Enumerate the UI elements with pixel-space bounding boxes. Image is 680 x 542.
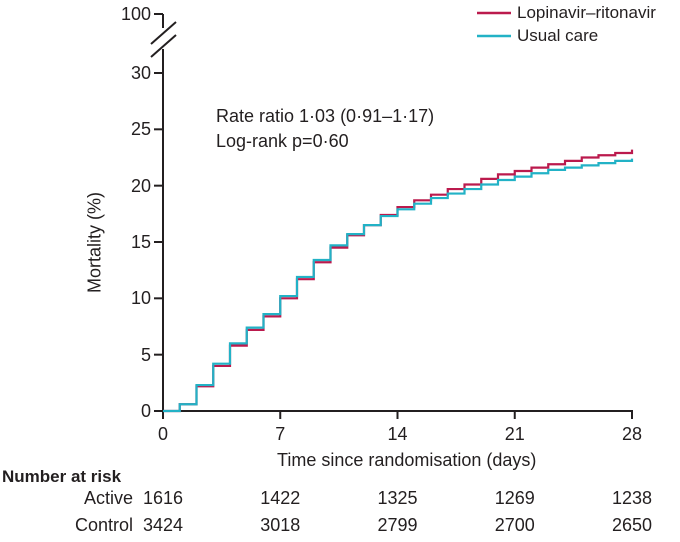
y-tick-label: 25 [130, 119, 151, 140]
risk-value-control: 2700 [494, 515, 535, 535]
y-tick-label: 15 [130, 231, 151, 252]
x-tick-label: 14 [387, 424, 408, 444]
risk-value-control: 2650 [611, 515, 653, 535]
risk-value-active: 1616 [142, 488, 184, 508]
rate-ratio-annotation: Rate ratio 1·03 (0·91–1·17) [216, 106, 435, 126]
legend-line-lopinavir [477, 11, 511, 15]
log-rank-annotation: Log-rank p=0·60 [216, 131, 349, 151]
risk-value-active: 1269 [494, 488, 535, 508]
number-at-risk-title: Number at risk [2, 467, 122, 486]
axis-break-slash [150, 34, 177, 58]
risk-value-control: 3424 [142, 515, 184, 535]
risk-row-label-active: Active [83, 488, 133, 508]
y-axis-title: Mortality (%) [84, 192, 105, 294]
x-axis-title: Time since randomisation (days) [277, 450, 537, 470]
risk-value-active: 1422 [260, 488, 301, 508]
y-axis-break-top-label: 100 [120, 4, 151, 24]
risk-value-active: 1325 [377, 488, 418, 508]
legend-line-usual-care [477, 34, 511, 38]
x-tick-label: 28 [621, 424, 643, 444]
y-tick-label: 5 [140, 344, 151, 365]
legend-label-lopinavir: Lopinavir–ritonavir [517, 3, 656, 22]
y-tick-label: 20 [130, 175, 151, 196]
survival-curve-lopinavir [163, 149, 634, 413]
risk-row-label-control: Control [74, 515, 133, 535]
risk-value-active: 1238 [611, 488, 653, 508]
x-tick-label: 7 [275, 424, 286, 444]
y-tick-label: 10 [130, 288, 151, 309]
legend-label-usual-care: Usual care [517, 26, 599, 45]
risk-value-control: 3018 [260, 515, 301, 535]
x-tick-label: 0 [157, 424, 168, 444]
x-tick-label: 21 [504, 424, 525, 444]
risk-value-control: 2799 [377, 515, 418, 535]
y-tick-label: 30 [130, 62, 151, 83]
axis-break-slash [150, 21, 177, 45]
y-tick-label: 0 [140, 401, 151, 421]
survival-curve-usual-care [163, 158, 634, 413]
